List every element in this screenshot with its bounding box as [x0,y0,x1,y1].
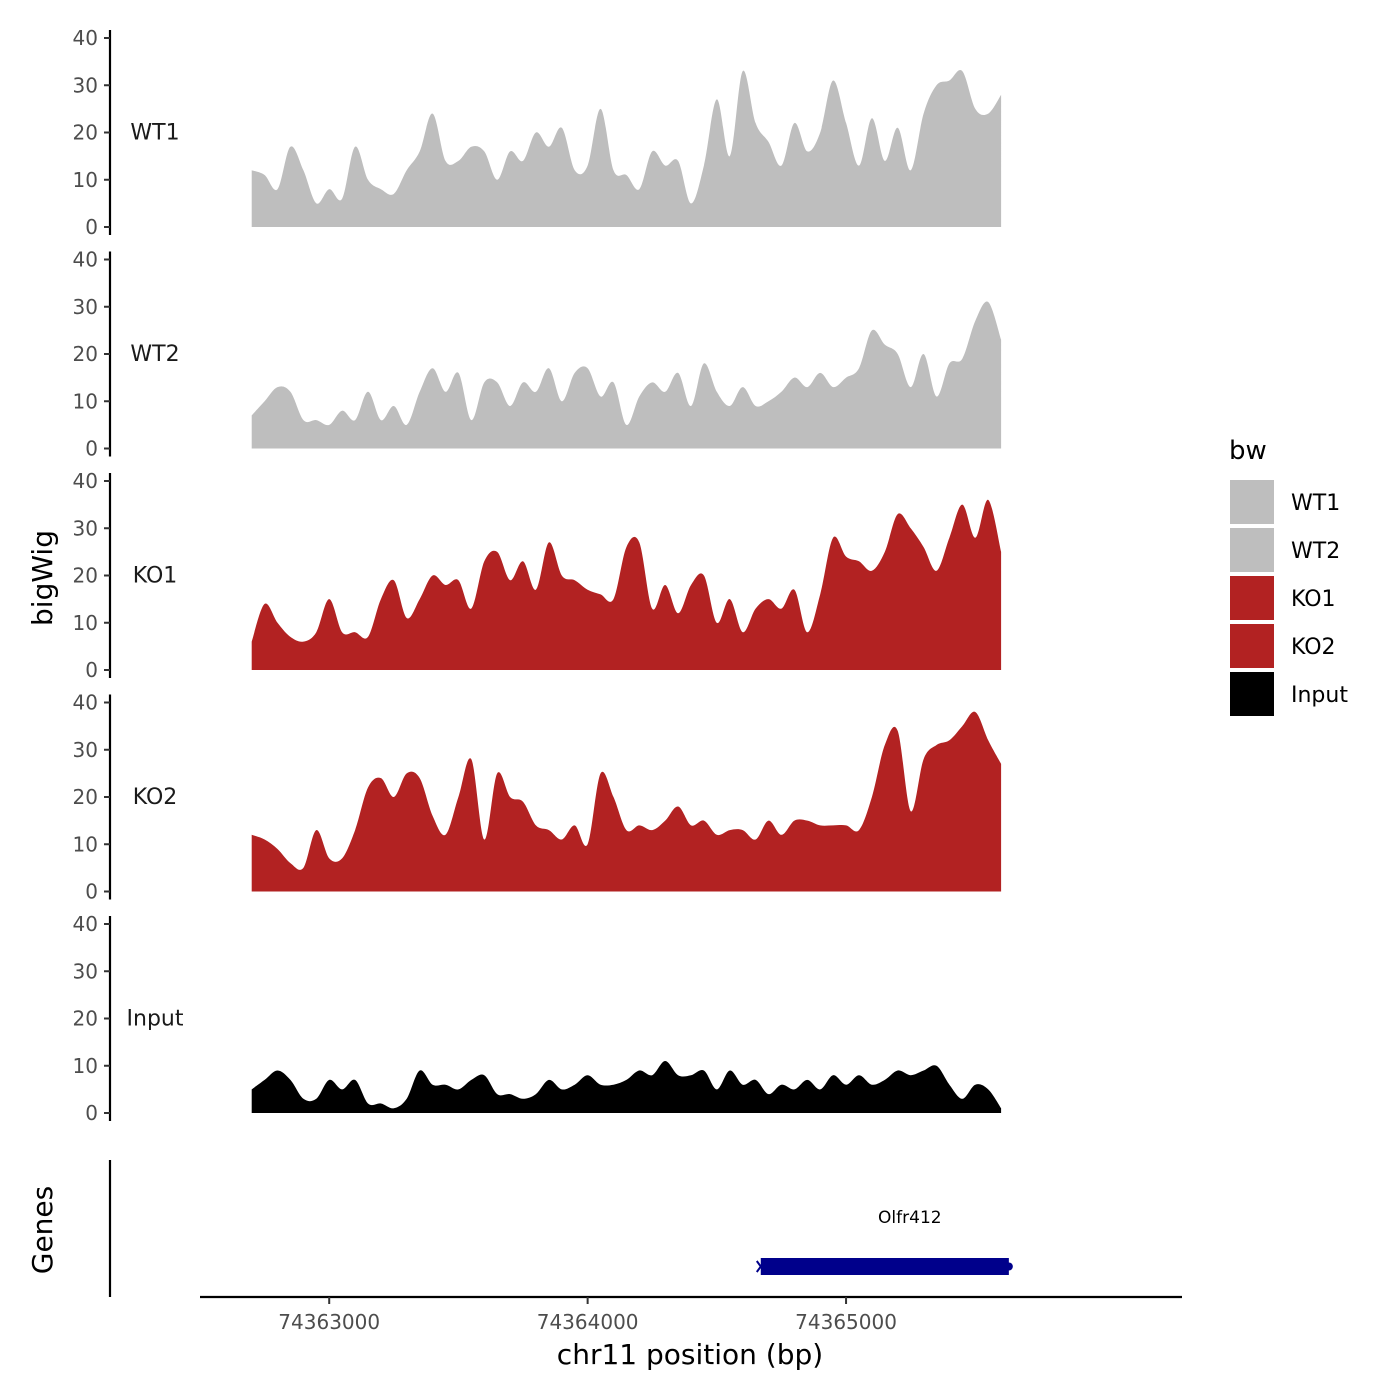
area-wt2 [251,301,1002,449]
track-panel-wt2: 0 10 20 30 40 WT2 [73,248,1002,461]
legend-swatch [1230,624,1274,668]
x-axis: 74363000 74364000 74365000 [200,1295,1182,1334]
legend-swatch [1230,480,1274,524]
y-tick-label: 20 [73,342,98,366]
track-label: KO1 [133,564,178,589]
legend-swatch [1230,528,1274,572]
y-tick-label: 10 [73,389,98,413]
x-tick-label: 74365000 [795,1310,897,1334]
y-tick-label: 30 [73,959,98,983]
y-tick-label: 40 [73,912,98,936]
y-tick-label: 40 [73,26,98,50]
y-tick-label: 0 [85,880,98,904]
y-tick-label: 30 [73,295,98,319]
genes-track: Olfr412 [108,1160,1013,1297]
track-label: WT2 [130,342,179,367]
legend-label: KO1 [1291,587,1336,612]
y-tick-label: 0 [85,437,98,461]
y-tick-label: 0 [85,1101,98,1125]
legend-swatch [1230,576,1274,620]
legend-title: bw [1229,436,1267,466]
area-input [251,1061,1002,1113]
gene-strand-mark [755,1260,766,1273]
track-label: WT1 [130,121,179,146]
legend-label: WT1 [1291,491,1340,516]
legend-label: Input [1291,683,1348,708]
legend: WT1 WT2 KO1 KO2 Input [1230,480,1348,716]
gene-end-mark [1004,1262,1013,1271]
track-panel-ko1: 0 10 20 30 40 KO1 [73,469,1002,682]
legend-label: KO2 [1291,635,1336,660]
x-tick-label: 74364000 [537,1310,639,1334]
y-tick-label: 10 [73,1054,98,1078]
y-axis-title: bigWig [26,530,59,626]
track-panel-ko2: 0 10 20 30 40 KO2 [73,691,1002,904]
y-tick-label: 30 [73,516,98,540]
y-tick-label: 20 [73,1007,98,1031]
x-axis-title: chr11 position (bp) [557,1338,823,1371]
y-tick-label: 10 [73,832,98,856]
track-panel-input: 0 10 20 30 40 Input [73,912,1002,1125]
y-tick-label: 20 [73,564,98,588]
gene-label: Olfr412 [878,1208,942,1228]
y-tick-label: 30 [73,73,98,97]
y-tick-label: 20 [73,121,98,145]
y-tick-label: 10 [73,168,98,192]
y-tick-label: 0 [85,215,98,239]
y-tick-label: 40 [73,691,98,715]
y-tick-label: 30 [73,738,98,762]
y-tick-label: 0 [85,658,98,682]
x-tick-label: 74363000 [278,1310,380,1334]
tracks-group: 0 10 20 30 40 WT1 0 10 20 30 40 WT2 0 10 20 30 40 KO1 0 10 2… [73,26,1002,1125]
track-panel-wt1: 0 10 20 30 40 WT1 [73,26,1002,239]
y-tick-label: 40 [73,248,98,272]
track-label: Input [127,1007,184,1032]
legend-label: WT2 [1291,539,1340,564]
y-tick-label: 40 [73,469,98,493]
track-label: KO2 [133,785,178,810]
area-ko1 [251,499,1002,670]
y-tick-label: 20 [73,785,98,809]
genes-track-title: Genes [26,1186,59,1274]
area-ko2 [251,711,1002,892]
y-tick-label: 10 [73,611,98,635]
gene-body [760,1258,1009,1275]
area-wt1 [251,70,1002,227]
legend-swatch [1230,672,1274,716]
